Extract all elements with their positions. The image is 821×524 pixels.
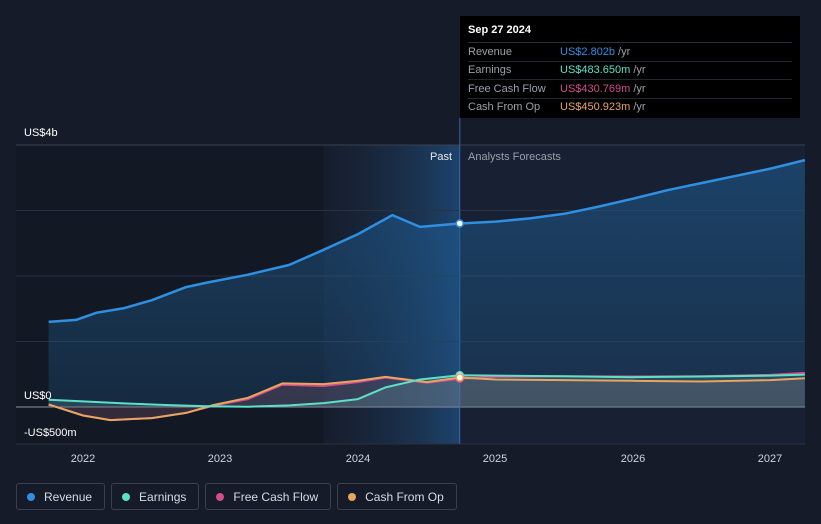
past-label: Past [430, 151, 452, 163]
earnings-line [48, 373, 805, 408]
legend: Revenue Earnings Free Cash Flow Cash Fro… [16, 483, 457, 510]
tooltip-label: Revenue [468, 45, 513, 58]
earnings-area [48, 374, 805, 407]
legend-item-cash-from-op[interactable]: Cash From Op [337, 483, 457, 510]
tooltip-label: Free Cash Flow [468, 82, 546, 95]
legend-label: Free Cash Flow [233, 489, 319, 504]
x-tick-label: 2026 [621, 453, 645, 465]
tooltip-label: Earnings [468, 64, 512, 77]
dot-icon [27, 492, 35, 501]
legend-label: Revenue [44, 489, 93, 504]
cash-area [48, 376, 805, 421]
tooltip-label: Cash From Op [468, 101, 541, 114]
tooltip-row-cash-from-op: Cash From Op US$450.923m /yr [468, 99, 792, 117]
cash-from-op-line [48, 375, 805, 422]
revenue-line [48, 158, 806, 324]
legend-item-earnings[interactable]: Earnings [111, 483, 200, 510]
legend-label: Cash From Op [365, 489, 444, 504]
legend-label: Earnings [139, 489, 187, 504]
tooltip-value: US$430.769m [560, 82, 631, 95]
revenue-area [48, 160, 805, 407]
tooltip-unit: /yr [633, 101, 646, 114]
dot-icon [122, 492, 131, 501]
x-tick-label: 2024 [346, 453, 370, 465]
legend-item-free-cash-flow[interactable]: Free Cash Flow [205, 483, 332, 510]
tooltip-date: Sep 27 2024 [468, 24, 792, 43]
tooltip-value: US$2.802b [560, 45, 616, 58]
forecast-label: Analysts Forecasts [468, 151, 561, 163]
revenue-marker[interactable] [455, 219, 464, 228]
tooltip-row-free-cash-flow: Free Cash Flow US$430.769m /yr [468, 80, 792, 99]
tooltip: Sep 27 2024 Revenue US$2.802b /yr Earnin… [460, 16, 800, 118]
tooltip-value: US$450.923m [560, 101, 631, 114]
y-tick-label: US$0 [24, 390, 52, 402]
y-tick-label: -US$500m [24, 427, 77, 439]
y-tick-label: US$4b [24, 127, 58, 139]
tooltip-unit: /yr [633, 64, 646, 77]
x-tick-label: 2025 [483, 453, 507, 465]
tooltip-row-earnings: Earnings US$483.650m /yr [468, 62, 792, 80]
tooltip-unit: /yr [618, 45, 631, 58]
tooltip-value: US$483.650m [560, 64, 631, 77]
x-tick-label: 2027 [758, 453, 782, 465]
tooltip-row-revenue: Revenue US$2.802b /yr [468, 43, 792, 62]
dot-icon [348, 492, 357, 501]
x-tick-label: 2023 [208, 453, 232, 465]
cash-from-op-marker[interactable] [455, 373, 464, 382]
x-tick-label: 2022 [71, 453, 95, 465]
dot-icon [216, 492, 225, 501]
legend-item-revenue[interactable]: Revenue [16, 483, 106, 510]
tooltip-unit: /yr [633, 82, 646, 95]
